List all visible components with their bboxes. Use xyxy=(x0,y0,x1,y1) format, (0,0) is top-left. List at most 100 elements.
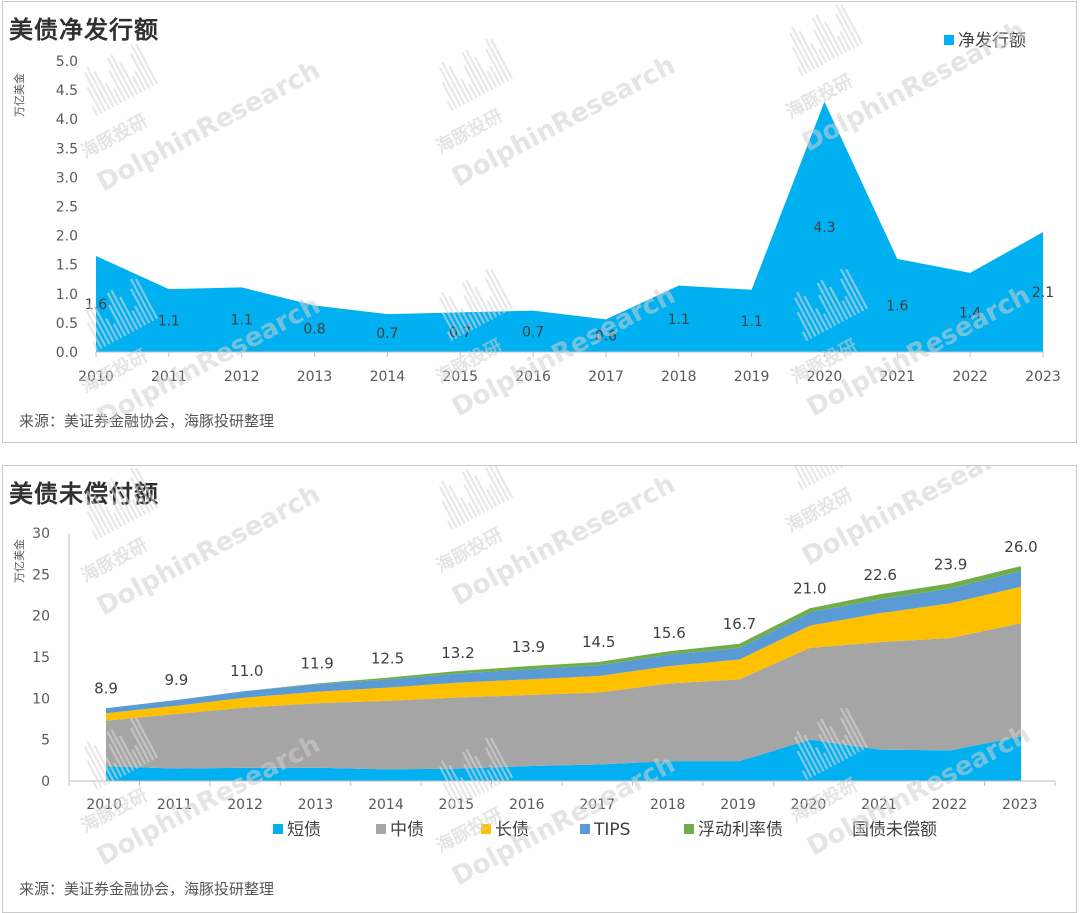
watermark-logo-bar xyxy=(91,341,99,352)
watermark-logo-bar xyxy=(489,484,502,505)
watermark-logo-bar xyxy=(459,77,474,101)
watermark-logo-bar xyxy=(438,67,462,107)
watermark-logo-bar xyxy=(112,512,123,528)
watermark-logo-bar xyxy=(135,43,159,85)
watermark-logo-bar xyxy=(441,480,466,524)
watermark-logo-bar xyxy=(796,480,804,491)
watermark-logo-bar xyxy=(106,731,131,774)
watermark-logo-bar xyxy=(135,467,159,509)
watermark-logo-bar xyxy=(793,736,817,776)
watermark-logo-bar xyxy=(83,307,107,347)
watermark-logo-bar xyxy=(441,760,466,804)
watermark-logo-bar xyxy=(845,268,869,310)
watermark-logo-bar xyxy=(86,86,103,114)
watermark-logo-bar xyxy=(459,307,474,331)
watermark-logo-bar xyxy=(484,467,506,503)
y-tick-label: 3.0 xyxy=(56,170,78,186)
data-label: 0.7 xyxy=(376,326,398,342)
net-issuance-area xyxy=(96,101,1043,353)
watermark-logo-bar xyxy=(135,717,159,759)
watermark-logo-bar xyxy=(135,278,159,320)
y-tick-label: 0.0 xyxy=(56,345,78,361)
x-tick-label: 2018 xyxy=(650,797,686,813)
x-tick-label: 2016 xyxy=(509,797,545,813)
y-tick-label: 15 xyxy=(32,650,50,666)
watermark-logo-bar xyxy=(459,776,474,800)
total-label: 14.5 xyxy=(582,633,615,651)
watermark-logo-bar xyxy=(134,70,147,91)
y-tick-label: 30 xyxy=(32,526,50,542)
watermark-logo-bar xyxy=(486,769,498,787)
total-label: 12.5 xyxy=(371,650,404,668)
watermark-logo-bar xyxy=(489,65,502,86)
watermark-logo-bar xyxy=(489,295,502,316)
watermark-logo-bar xyxy=(112,762,123,778)
watermark-logo-bar xyxy=(86,301,111,345)
watermark-logo-bar xyxy=(448,764,470,802)
watermark-logo-bar xyxy=(106,481,131,524)
watermark-logo-bar xyxy=(791,466,816,484)
watermark-logo-bar xyxy=(798,466,820,482)
watermark-logo-bar xyxy=(108,493,127,526)
watermark-logo-bar xyxy=(86,66,111,110)
watermark-logo-bar xyxy=(119,485,139,519)
legend-label: 浮动利率债 xyxy=(698,820,783,840)
watermark-logo-bar xyxy=(465,468,490,512)
data-label: 1.1 xyxy=(740,314,762,330)
watermark-logo-bar xyxy=(840,3,864,45)
watermark-logo-bar xyxy=(131,499,143,517)
x-tick-label: 2011 xyxy=(151,369,187,385)
data-label: 1.1 xyxy=(158,314,180,330)
watermark-logo-bar xyxy=(816,282,841,325)
x-tick-label: 2017 xyxy=(588,369,624,385)
watermark-logo-bar xyxy=(129,53,151,89)
watermark-logo-bar xyxy=(448,295,470,333)
watermark-logo-bar xyxy=(839,30,852,51)
watermark-logo-bar xyxy=(110,54,135,98)
watermark-logo-bar xyxy=(106,292,131,335)
watermark-logo-bar xyxy=(474,475,494,509)
watermark-logo-bar xyxy=(129,278,155,322)
watermark-logo-bar xyxy=(110,289,135,333)
chart-source: 来源：美证券金融协会，海豚投研整理 xyxy=(19,880,275,898)
watermark-logo-bar xyxy=(824,21,844,55)
watermark-logo-bar xyxy=(104,317,119,341)
watermark-logo-bar xyxy=(129,477,151,513)
data-label: 0.6 xyxy=(595,329,617,345)
legend-swatch xyxy=(273,824,283,834)
x-tick-label: 2022 xyxy=(932,797,968,813)
watermark-logo-bar xyxy=(86,490,111,534)
watermark-logo-bar xyxy=(448,65,470,103)
watermark-logo-bar xyxy=(463,483,482,516)
x-tick-label: 2013 xyxy=(298,797,334,813)
watermark-logo-bar xyxy=(484,38,510,82)
watermark-logo-bar xyxy=(813,466,832,476)
watermark-logo-bar xyxy=(93,305,115,343)
data-label: 0.7 xyxy=(522,324,544,340)
watermark-logo-bar xyxy=(104,82,119,106)
watermark-text-en: DolphinResearch xyxy=(797,466,1030,572)
x-tick-label: 2019 xyxy=(720,797,756,813)
watermark-logo-bar xyxy=(474,286,494,320)
watermark-logo-bar xyxy=(484,278,506,314)
watermark-logo-bar xyxy=(131,310,143,328)
watermark-logo-bar xyxy=(839,268,865,312)
legend-label: 中债 xyxy=(390,820,424,840)
watermark-logo-bar xyxy=(441,81,458,109)
watermark-logo-bar xyxy=(484,48,506,84)
total-label: 11.0 xyxy=(230,662,263,680)
watermark-logo-bar xyxy=(820,279,845,323)
watermark-logo-bar xyxy=(446,800,454,811)
watermark-logo-bar xyxy=(793,297,817,337)
watermark-logo-bar xyxy=(129,727,151,763)
watermark-logo-bar xyxy=(822,313,833,329)
total-label: 23.9 xyxy=(934,555,967,573)
watermark-logo-bar xyxy=(129,43,155,87)
watermark-logo-bar xyxy=(86,760,103,788)
watermark-logo-bar xyxy=(818,733,837,766)
watermark-logo-bar xyxy=(467,313,478,329)
watermark-logo-bar xyxy=(486,300,498,318)
watermark-logo-bar xyxy=(803,295,825,333)
